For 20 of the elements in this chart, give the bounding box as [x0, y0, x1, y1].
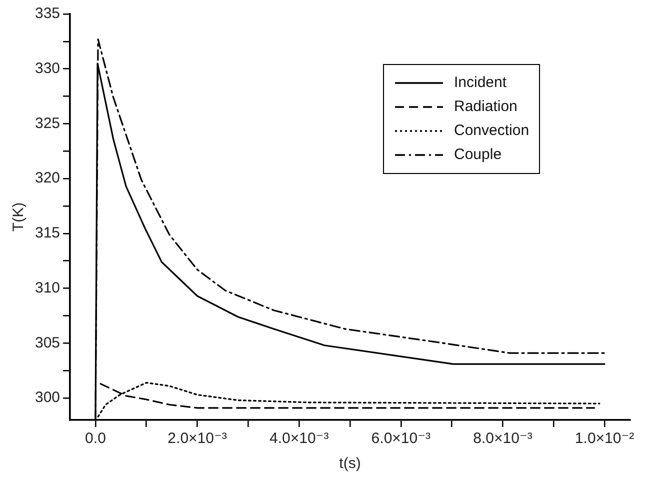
y-tick-label: 325 [34, 114, 60, 132]
legend-label: Incident [454, 73, 507, 93]
legend-label: Radiation [454, 97, 518, 117]
y-tick-label: 320 [34, 170, 60, 187]
y-tick-label: 310 [34, 279, 60, 296]
x-tick-label: 2.0×10⁻³ [168, 430, 227, 448]
y-axis-title: T(K) [10, 202, 28, 232]
x-tick-label: 1.0×10⁻² [574, 430, 634, 448]
legend-label: Couple [454, 145, 502, 165]
x-axis-title: t(s) [339, 455, 361, 472]
x-tick-label: 6.0×10⁻³ [371, 430, 431, 448]
y-tick-label: 330 [34, 60, 60, 78]
y-tick-label: 300 [34, 389, 60, 406]
y-tick-label: 315 [34, 224, 60, 242]
y-tick-label: 335 [34, 5, 60, 22]
x-tick-label: 0.0 [85, 430, 106, 448]
x-tick-label: 4.0×10⁻³ [269, 430, 329, 448]
x-tick-label: 8.0×10⁻³ [473, 430, 532, 448]
y-tick-label: 305 [34, 334, 60, 352]
legend-label: Convection [454, 121, 530, 141]
